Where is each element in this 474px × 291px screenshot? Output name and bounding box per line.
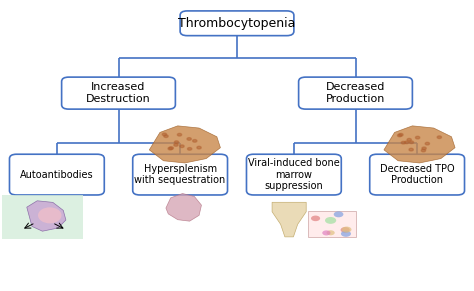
Circle shape (409, 148, 413, 151)
FancyBboxPatch shape (2, 195, 83, 239)
FancyBboxPatch shape (180, 11, 294, 36)
Circle shape (197, 146, 201, 149)
Polygon shape (149, 126, 220, 163)
Circle shape (168, 147, 173, 150)
FancyBboxPatch shape (133, 154, 228, 195)
Circle shape (342, 227, 352, 233)
Text: Autoantibodies: Autoantibodies (20, 170, 94, 180)
Circle shape (192, 140, 197, 142)
Circle shape (322, 230, 330, 235)
Text: Decreased
Production: Decreased Production (326, 82, 385, 104)
Polygon shape (166, 194, 201, 221)
Circle shape (422, 147, 426, 150)
Circle shape (311, 216, 320, 221)
Polygon shape (384, 126, 455, 163)
Circle shape (174, 144, 178, 146)
Circle shape (401, 141, 405, 144)
FancyBboxPatch shape (62, 77, 175, 109)
Circle shape (169, 147, 173, 149)
Text: Increased
Destruction: Increased Destruction (86, 82, 151, 104)
Circle shape (341, 227, 350, 233)
FancyBboxPatch shape (246, 154, 341, 195)
Circle shape (164, 135, 168, 138)
Circle shape (188, 148, 192, 150)
Text: Viral-induced bone
marrow
suppression: Viral-induced bone marrow suppression (248, 158, 340, 191)
Polygon shape (27, 201, 66, 231)
Circle shape (325, 217, 336, 224)
Ellipse shape (38, 207, 62, 223)
Text: Thrombocytopenia: Thrombocytopenia (178, 17, 296, 30)
Circle shape (437, 136, 441, 139)
Circle shape (421, 149, 426, 152)
Circle shape (162, 133, 166, 136)
Circle shape (327, 230, 335, 235)
Circle shape (398, 134, 402, 137)
Circle shape (425, 142, 429, 145)
FancyBboxPatch shape (370, 154, 465, 195)
Polygon shape (272, 202, 306, 237)
Circle shape (180, 145, 184, 148)
Text: Decreased TPO
Production: Decreased TPO Production (380, 164, 455, 185)
Circle shape (399, 134, 403, 136)
Circle shape (174, 141, 179, 143)
Circle shape (407, 139, 411, 141)
Circle shape (410, 141, 414, 143)
Circle shape (404, 141, 409, 144)
Text: Hypersplenism
with sequestration: Hypersplenism with sequestration (135, 164, 226, 185)
Circle shape (177, 133, 182, 136)
FancyBboxPatch shape (299, 77, 412, 109)
Circle shape (341, 231, 351, 237)
Circle shape (187, 138, 191, 140)
FancyBboxPatch shape (308, 211, 356, 237)
Circle shape (416, 136, 420, 139)
Circle shape (334, 211, 343, 217)
FancyBboxPatch shape (9, 154, 104, 195)
